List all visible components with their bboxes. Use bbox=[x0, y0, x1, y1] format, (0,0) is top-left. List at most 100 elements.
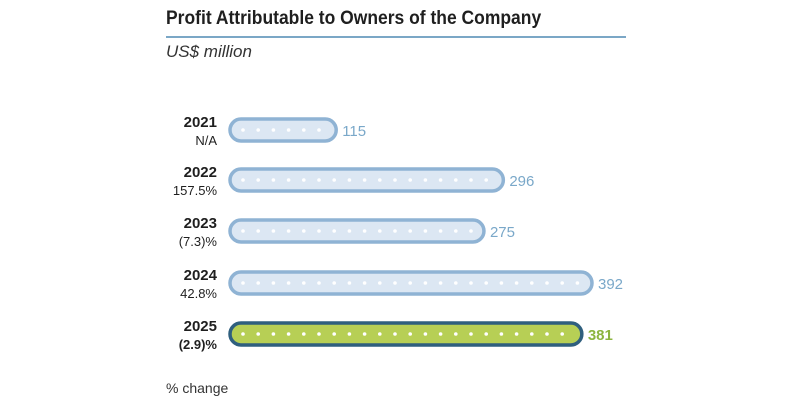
bar-dot bbox=[454, 332, 458, 336]
title-rule bbox=[166, 36, 626, 38]
value-label: 381 bbox=[588, 327, 613, 344]
value-label: 275 bbox=[490, 224, 515, 241]
bar-dot bbox=[256, 178, 261, 182]
bar-dot bbox=[438, 332, 443, 336]
bar-dot bbox=[560, 332, 564, 336]
bar-dot bbox=[362, 178, 367, 182]
pct-change-label: (7.3)% bbox=[179, 234, 218, 249]
year-label: 2024 bbox=[184, 267, 218, 284]
year-label: 2025 bbox=[184, 318, 217, 335]
bar-dot bbox=[408, 332, 413, 336]
bar-dot bbox=[393, 178, 397, 182]
pct-change-label: (2.9)% bbox=[179, 337, 218, 352]
bar-dot bbox=[560, 281, 564, 285]
bar-dot bbox=[362, 229, 367, 233]
chart-title: Profit Attributable to Owners of the Com… bbox=[166, 8, 542, 29]
bar-dot bbox=[469, 281, 473, 285]
bar-dot bbox=[286, 281, 291, 285]
bar-dot bbox=[393, 332, 397, 336]
bar-dot bbox=[454, 178, 458, 182]
bar-dot bbox=[241, 332, 245, 336]
bar-dot bbox=[408, 229, 413, 233]
bar-dot bbox=[484, 281, 489, 285]
bar-dot bbox=[332, 178, 337, 182]
bar-dot bbox=[302, 178, 306, 182]
bar-dot bbox=[256, 281, 261, 285]
year-label: 2023 bbox=[184, 215, 217, 232]
bar-dot bbox=[378, 281, 382, 285]
bar-dot bbox=[514, 332, 519, 336]
bar-dot bbox=[286, 128, 291, 132]
bar-dot bbox=[256, 332, 261, 336]
bar-dot bbox=[362, 332, 367, 336]
bar-dot bbox=[332, 281, 337, 285]
chart-subtitle: US$ million bbox=[166, 42, 252, 61]
pct-change-label: 42.8% bbox=[180, 286, 217, 301]
bar-dot bbox=[378, 178, 382, 182]
bar-dot bbox=[378, 332, 382, 336]
bar-dot bbox=[332, 229, 337, 233]
bar-dot bbox=[347, 281, 352, 285]
bar-dot bbox=[499, 281, 504, 285]
bar-dot bbox=[362, 281, 367, 285]
bar-dot bbox=[514, 281, 519, 285]
pct-change-label: N/A bbox=[195, 133, 217, 148]
bar-dot bbox=[575, 281, 580, 285]
bar-dot bbox=[271, 332, 276, 336]
bar-dot bbox=[286, 178, 291, 182]
bar-dot bbox=[332, 332, 337, 336]
pct-change-label: 157.5% bbox=[173, 183, 218, 198]
bar-dot bbox=[454, 229, 458, 233]
bar-dot bbox=[484, 178, 489, 182]
bar bbox=[228, 117, 338, 143]
bar bbox=[228, 218, 486, 244]
bar-dot bbox=[256, 128, 261, 132]
bar-dot bbox=[256, 229, 261, 233]
bar-dot bbox=[545, 281, 549, 285]
bar-dot bbox=[286, 332, 291, 336]
bar-dot bbox=[438, 281, 443, 285]
bar-dot bbox=[317, 128, 321, 132]
footnote: % change bbox=[166, 380, 229, 396]
bar-dot bbox=[302, 281, 306, 285]
bar-dot bbox=[499, 332, 504, 336]
bar-dot bbox=[271, 178, 276, 182]
bar-dot bbox=[378, 229, 382, 233]
bar-dot bbox=[302, 229, 306, 233]
bar bbox=[228, 167, 506, 193]
bar-dot bbox=[241, 281, 245, 285]
bar-dot bbox=[302, 128, 306, 132]
bar-dot bbox=[423, 229, 428, 233]
bar-dot bbox=[530, 332, 534, 336]
bar-dot bbox=[302, 332, 306, 336]
value-label: 392 bbox=[598, 276, 623, 293]
bar-dot bbox=[347, 332, 352, 336]
bar-dot bbox=[545, 332, 549, 336]
bar-dot bbox=[438, 178, 443, 182]
bar-dot bbox=[393, 281, 397, 285]
bar-dot bbox=[423, 332, 428, 336]
bar-dot bbox=[241, 128, 245, 132]
bar-dot bbox=[423, 178, 428, 182]
bar-dot bbox=[408, 281, 413, 285]
bar-dot bbox=[241, 178, 245, 182]
bar-dot bbox=[317, 332, 321, 336]
bar-dot bbox=[469, 178, 473, 182]
bar-dot bbox=[438, 229, 443, 233]
year-label: 2021 bbox=[184, 114, 217, 131]
bar-dot bbox=[317, 178, 321, 182]
bar-dot bbox=[484, 332, 489, 336]
bar-dot bbox=[347, 229, 352, 233]
bar-dot bbox=[530, 281, 534, 285]
bar-dot bbox=[317, 229, 321, 233]
bar-dot bbox=[469, 332, 473, 336]
value-label: 115 bbox=[342, 123, 366, 140]
bar-dot bbox=[423, 281, 428, 285]
bar-dot bbox=[271, 281, 276, 285]
year-label: 2022 bbox=[184, 164, 217, 181]
bar bbox=[228, 321, 584, 347]
value-label: 296 bbox=[509, 173, 534, 190]
bar-dot bbox=[317, 281, 321, 285]
bar-dot bbox=[408, 178, 413, 182]
